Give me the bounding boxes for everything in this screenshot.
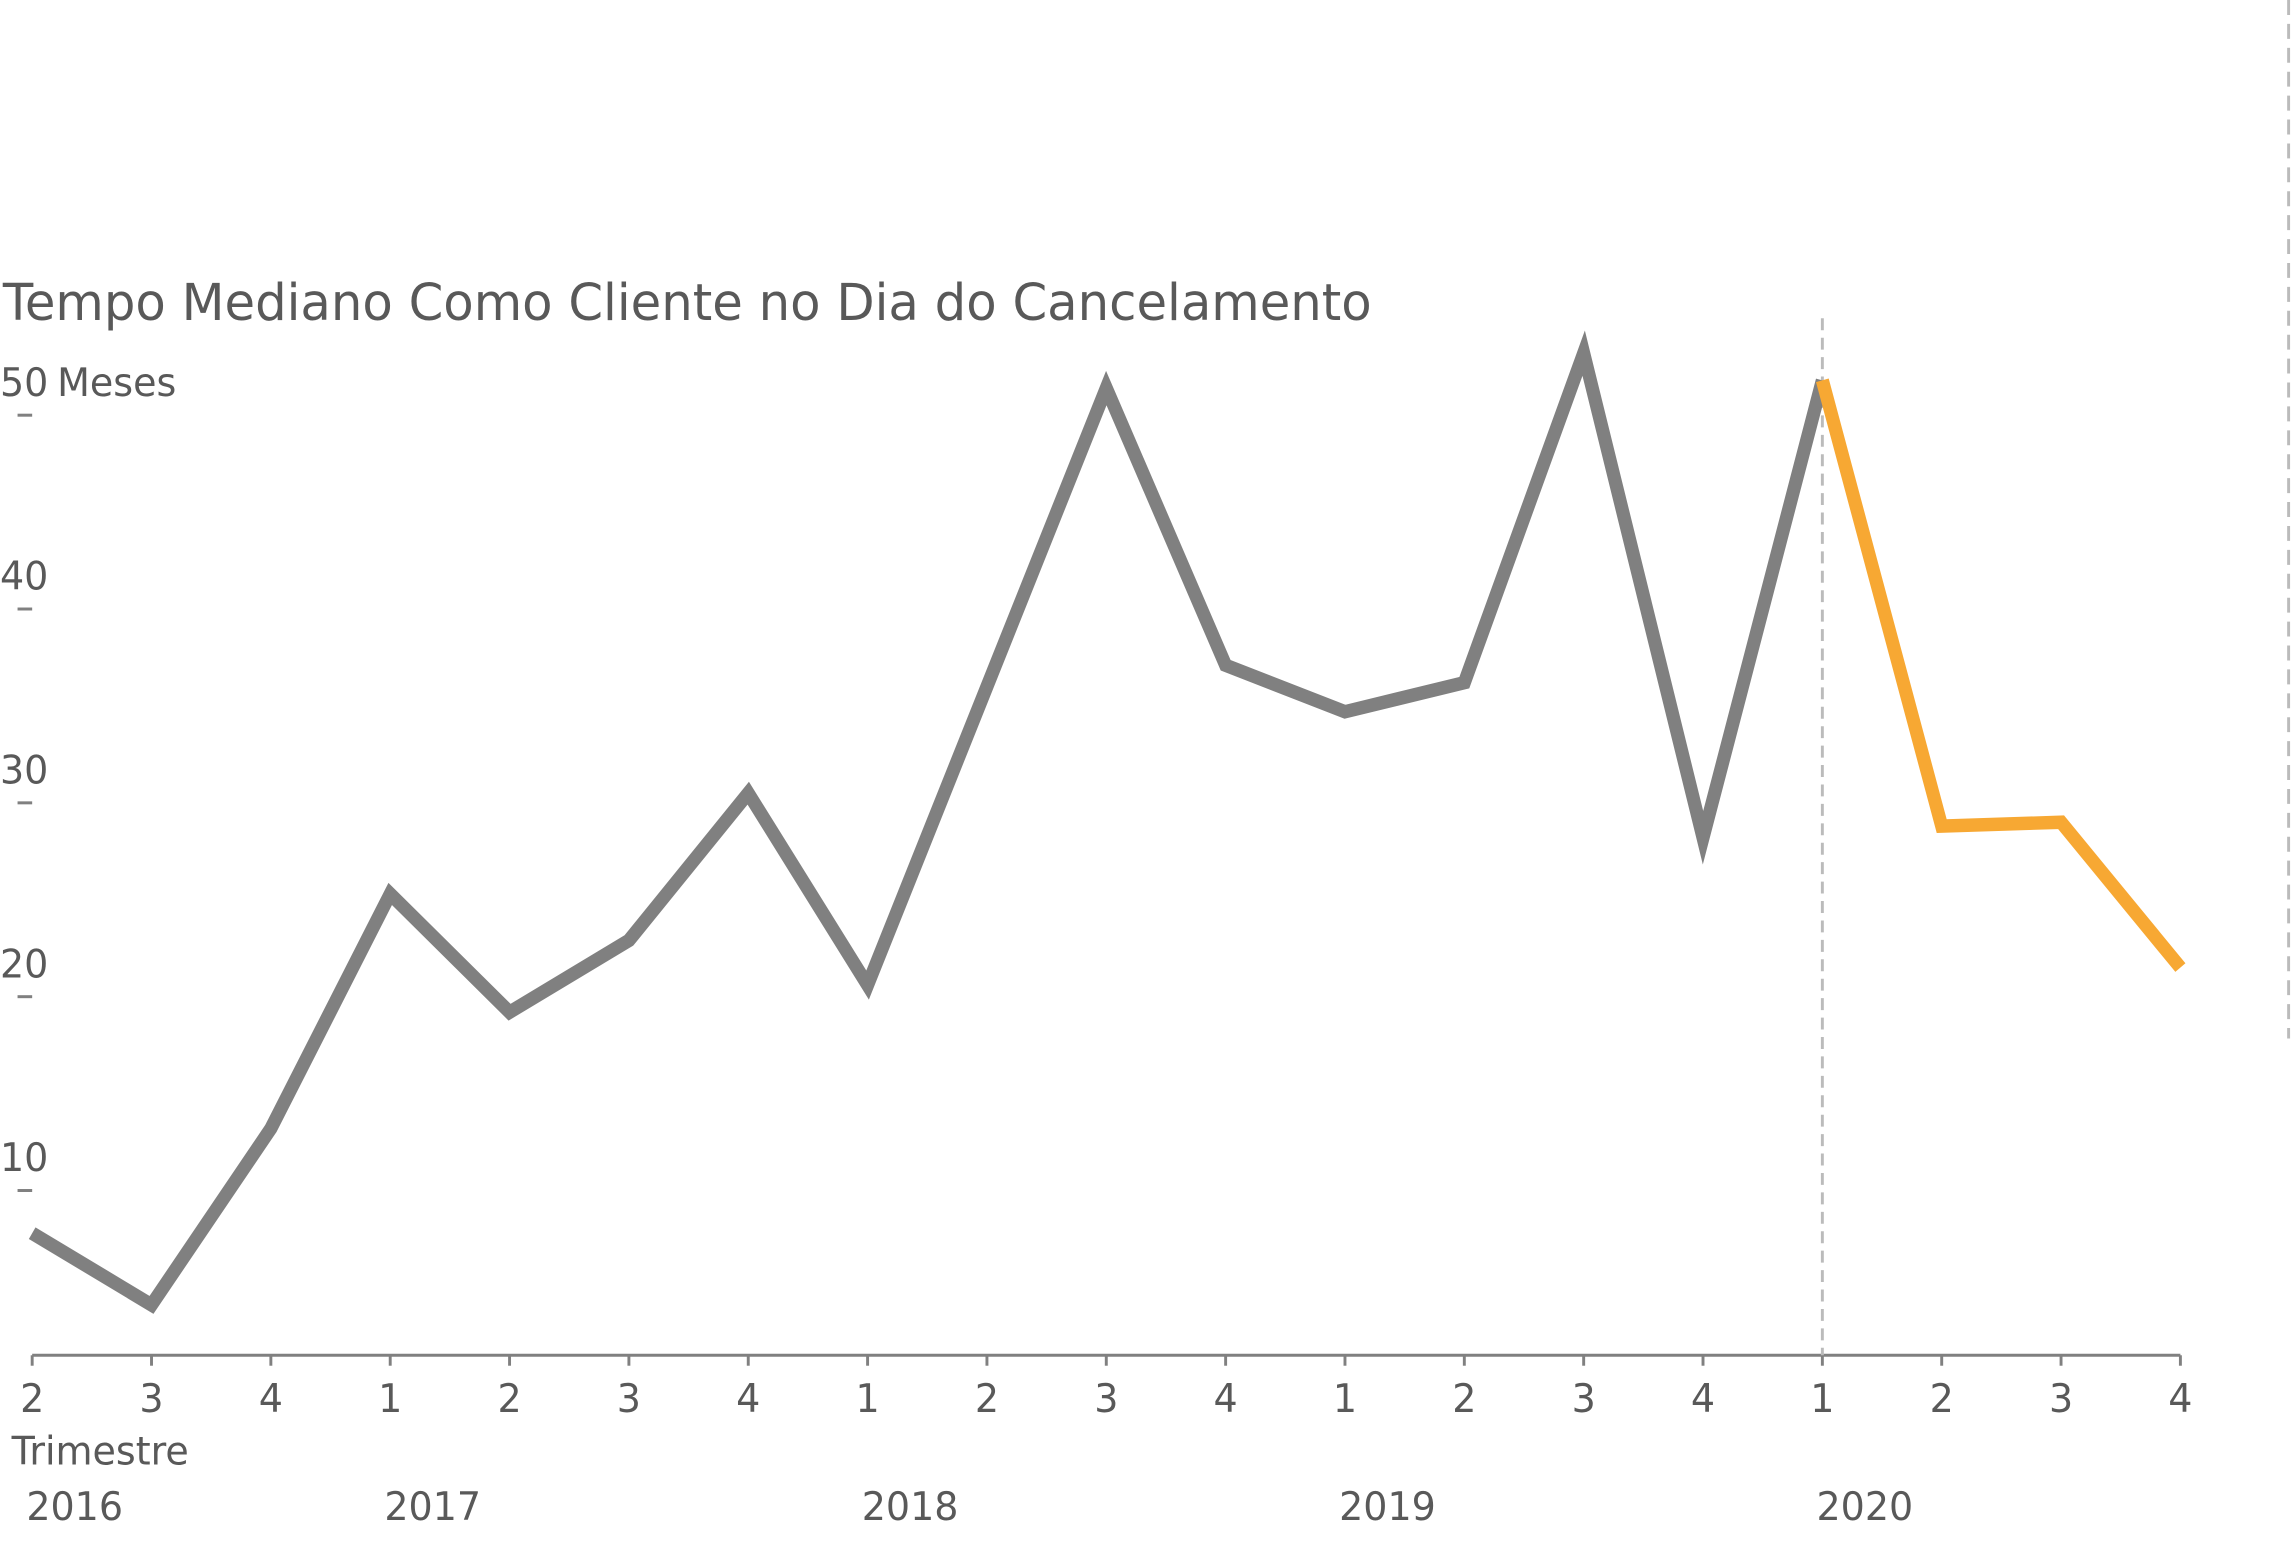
x-tick-label: 3	[1572, 1377, 1596, 1422]
year-label: 2020	[1817, 1484, 1914, 1529]
y-tick-label: 10	[0, 1136, 48, 1181]
x-tick-label: 2	[1452, 1377, 1476, 1422]
x-tick-label: 2	[975, 1377, 999, 1422]
x-tick-label: 4	[2168, 1377, 2192, 1422]
year-label: 2018	[862, 1484, 959, 1529]
chart-title: Tempo Mediano Como Cliente no Dia do Can…	[2, 272, 1372, 332]
year-label: 2017	[384, 1484, 481, 1529]
y-unit: Meses	[57, 361, 176, 406]
x-axis-label: Trimestre	[11, 1429, 189, 1474]
x-tick-label: 4	[1214, 1377, 1238, 1422]
x-tick-label: 2	[20, 1377, 44, 1422]
x-tick-label: 4	[736, 1377, 760, 1422]
y-tick-label: 30	[0, 748, 48, 793]
year-label: 2016	[26, 1484, 123, 1529]
y-tick-label: 50	[0, 361, 48, 406]
y-tick-label: 20	[0, 942, 48, 987]
x-tick-label: 4	[259, 1377, 283, 1422]
y-tick-label: 40	[0, 554, 48, 599]
x-tick-label: 1	[855, 1377, 879, 1422]
series-line	[1816, 378, 2186, 972]
x-tick-label: 1	[1810, 1377, 1834, 1422]
x-tick-label: 1	[378, 1377, 402, 1422]
year-label: 2019	[1339, 1484, 1436, 1529]
x-tick-label: 3	[1094, 1377, 1118, 1422]
x-tick-label: 2	[1930, 1377, 1954, 1422]
series-line	[28, 330, 1829, 1314]
x-tick-label: 3	[2049, 1377, 2073, 1422]
x-tick-label: 3	[139, 1377, 163, 1422]
x-tick-label: 3	[617, 1377, 641, 1422]
x-tick-label: 2	[497, 1377, 521, 1422]
x-tick-label: 1	[1333, 1377, 1357, 1422]
x-tick-label: 4	[1691, 1377, 1715, 1422]
